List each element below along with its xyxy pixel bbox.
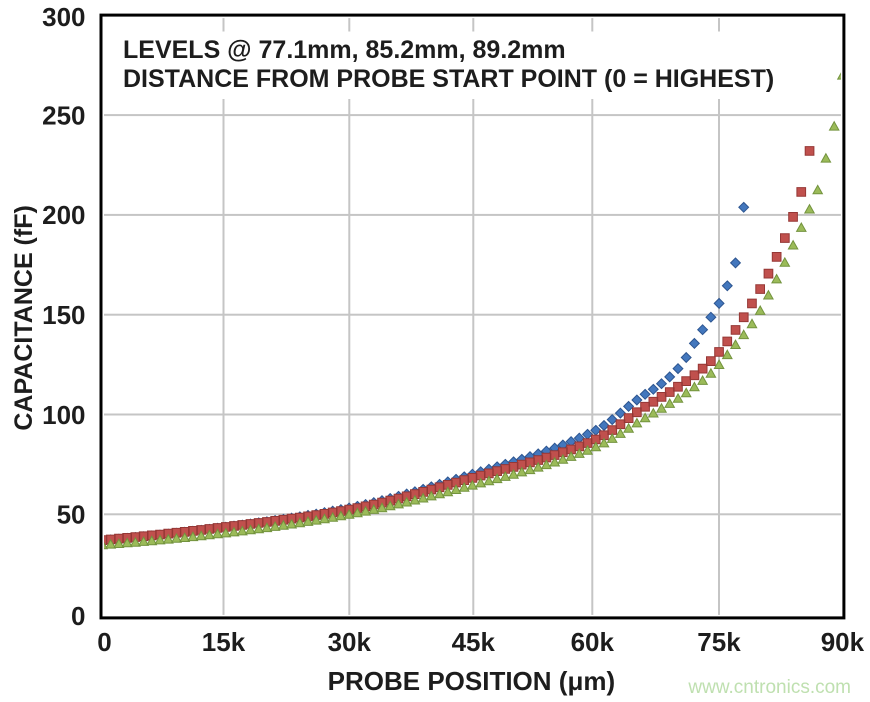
svg-text:200: 200: [42, 200, 85, 230]
svg-text:0: 0: [97, 627, 111, 657]
svg-text:300: 300: [42, 2, 85, 32]
svg-text:LEVELS @ 77.1mm, 85.2mm, 89.2m: LEVELS @ 77.1mm, 85.2mm, 89.2mm: [123, 36, 566, 64]
svg-text:150: 150: [42, 300, 85, 330]
svg-text:DISTANCE FROM PROBE START POIN: DISTANCE FROM PROBE START POINT (0 = HIG…: [123, 65, 774, 93]
svg-text:www.cntronics.com: www.cntronics.com: [687, 677, 851, 698]
svg-text:PROBE POSITION (μm): PROBE POSITION (μm): [328, 666, 616, 696]
svg-text:50: 50: [57, 500, 86, 530]
svg-text:100: 100: [42, 400, 85, 430]
svg-text:90k: 90k: [821, 627, 865, 657]
svg-text:60k: 60k: [571, 627, 615, 657]
svg-text:CAPACITANCE (fF): CAPACITANCE (fF): [10, 205, 38, 430]
svg-text:30k: 30k: [328, 627, 372, 657]
svg-text:15k: 15k: [202, 627, 246, 657]
svg-text:250: 250: [42, 100, 85, 130]
svg-text:75k: 75k: [697, 627, 741, 657]
svg-text:0: 0: [71, 601, 85, 631]
svg-text:45k: 45k: [452, 627, 496, 657]
